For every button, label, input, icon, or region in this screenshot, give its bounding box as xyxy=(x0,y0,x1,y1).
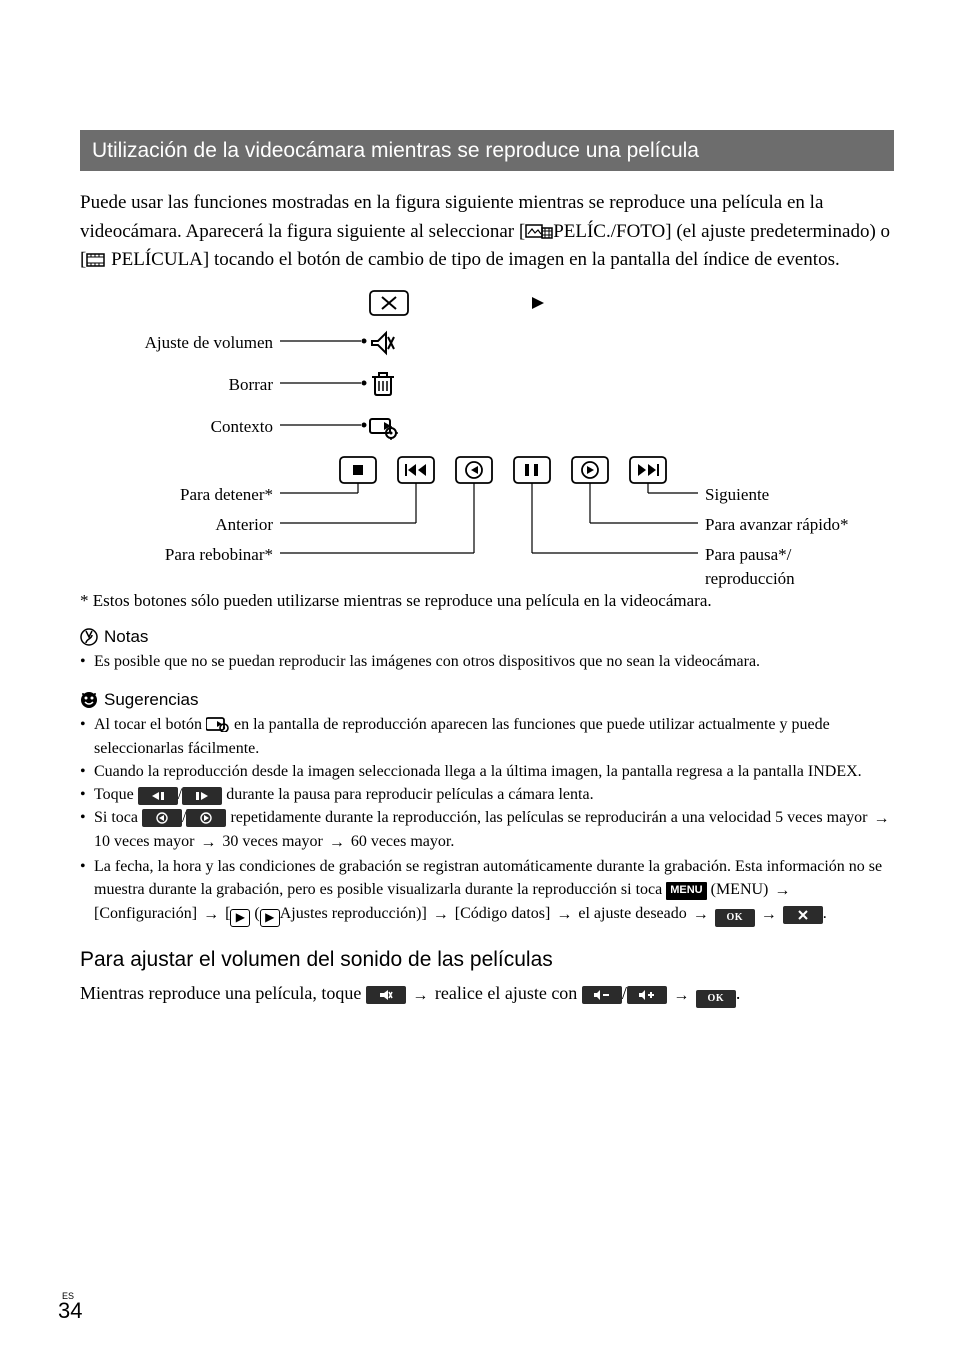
arrow-icon: → xyxy=(774,882,790,899)
arrow-icon: → xyxy=(673,987,689,1004)
tip-item-1: Al tocar el botón en la pantalla de repr… xyxy=(80,713,894,759)
photo-film-icon xyxy=(525,222,553,240)
arrow-icon: → xyxy=(874,810,890,827)
note-item: Es posible que no se puedan reproducir l… xyxy=(80,650,894,673)
label-stop: Para detener* xyxy=(80,483,273,507)
context-icon xyxy=(206,716,230,732)
label-rewind: Para rebobinar* xyxy=(80,543,273,567)
label-next: Siguiente xyxy=(705,483,769,507)
arrow-icon: → xyxy=(329,834,345,851)
tips-heading: Sugerencias xyxy=(80,688,894,712)
tips-icon xyxy=(80,691,98,709)
intro-text-c: PELÍCULA] tocando el botón de cambio de … xyxy=(111,249,840,270)
tip-item-2: Cuando la reproducción desde la imagen s… xyxy=(80,760,894,783)
intro-paragraph: Puede usar las funciones mostradas en la… xyxy=(80,189,894,275)
label-ff: Para avanzar rápido* xyxy=(705,513,848,537)
arrow-icon: → xyxy=(693,906,709,923)
notes-heading-text: Notas xyxy=(104,625,148,649)
slow-fwd-icon xyxy=(182,787,222,805)
tip-item-4: Si toca / repetidamente durante la repro… xyxy=(80,806,894,854)
tips-list: Al tocar el botón en la pantalla de repr… xyxy=(80,713,894,927)
label-volume: Ajuste de volumen xyxy=(80,331,273,355)
footnote: * Estos botones sólo pueden utilizarse m… xyxy=(80,589,894,613)
playback-icon: ▶ xyxy=(260,909,280,927)
vol-down-icon xyxy=(582,986,622,1004)
notes-list: Es posible que no se puedan reproducir l… xyxy=(80,650,894,673)
close-button-icon xyxy=(783,906,823,924)
arrow-icon: → xyxy=(433,906,449,923)
page-number-value: 34 xyxy=(58,1298,82,1323)
playback-controls-diagram: Ajuste de volumen Borrar Contexto Para d… xyxy=(80,287,894,577)
label-prev: Anterior xyxy=(80,513,273,537)
arrow-icon: → xyxy=(556,906,572,923)
label-pause: Para pausa*/ reproducción xyxy=(705,543,795,591)
label-context: Contexto xyxy=(80,415,273,439)
playback-icon: ▶ xyxy=(230,909,250,927)
arrow-icon: → xyxy=(761,906,777,923)
arrow-icon: → xyxy=(203,906,219,923)
tip-item-3: Toque / durante la pausa para reproducir… xyxy=(80,783,894,806)
ok-button-icon: OK xyxy=(715,909,755,927)
section-title: Utilización de la videocámara mientras s… xyxy=(80,130,894,171)
tip-item-5: La fecha, la hora y las condiciones de g… xyxy=(80,855,894,928)
tips-heading-text: Sugerencias xyxy=(104,688,199,712)
vol-up-icon xyxy=(627,986,667,1004)
volume-icon xyxy=(366,986,406,1004)
notes-icon xyxy=(80,628,98,646)
fast-fwd-icon xyxy=(186,809,226,827)
menu-button-icon: MENU xyxy=(666,882,706,900)
fast-rew-icon xyxy=(142,809,182,827)
arrow-icon: → xyxy=(200,834,216,851)
notes-heading: Notas xyxy=(80,625,894,649)
volume-subheading: Para ajustar el volumen del sonido de la… xyxy=(80,945,894,974)
page-number: ES 34 xyxy=(58,1290,82,1327)
slow-rew-icon xyxy=(138,787,178,805)
volume-instruction: Mientras reproduce una película, toque →… xyxy=(80,981,894,1008)
label-delete: Borrar xyxy=(80,373,273,397)
film-icon xyxy=(86,252,106,268)
arrow-icon: → xyxy=(412,987,428,1004)
ok-button-icon: OK xyxy=(696,990,736,1008)
